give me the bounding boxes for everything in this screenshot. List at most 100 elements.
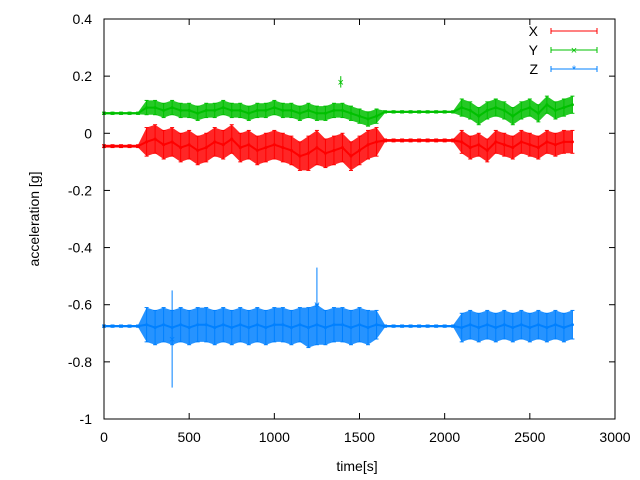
data-point <box>375 140 379 144</box>
data-point <box>562 106 566 110</box>
data-point <box>451 138 455 142</box>
data-point <box>426 110 430 114</box>
data-point <box>358 114 361 118</box>
data-point <box>460 106 464 110</box>
data-point <box>460 326 464 330</box>
data-point <box>153 106 157 110</box>
data-point <box>511 114 515 118</box>
data-point <box>247 143 251 147</box>
x-tick-label: 1500 <box>344 429 375 445</box>
data-point <box>323 326 327 330</box>
data-point <box>187 108 191 112</box>
data-point <box>545 140 549 144</box>
data-point <box>358 323 361 327</box>
y-tick-label: -1 <box>80 411 93 427</box>
data-point <box>417 138 421 142</box>
x-tick-label: 1000 <box>259 429 290 445</box>
data-point <box>400 110 404 114</box>
data-point <box>485 323 489 327</box>
data-point <box>179 108 183 112</box>
data-point <box>128 111 132 115</box>
data-point <box>213 326 217 330</box>
data-point <box>519 108 523 112</box>
data-point <box>323 151 327 155</box>
data-point <box>383 324 387 328</box>
x-tick-label: 500 <box>177 429 201 445</box>
data-point <box>306 326 310 330</box>
data-point <box>136 111 140 115</box>
axis-ticks: 0 500 1000 1500 2000 2500 3000 -1 -0.8 -0.6 -0.4 -0… <box>68 11 631 445</box>
legend-label-z: Z <box>529 61 538 77</box>
data-point <box>349 111 353 115</box>
data-point <box>272 143 276 147</box>
data-point <box>332 148 336 152</box>
data-point <box>340 146 344 150</box>
data-point <box>162 143 166 147</box>
data-point <box>238 323 242 327</box>
data-point <box>170 106 174 110</box>
data-point <box>468 108 472 112</box>
data-point <box>570 140 574 144</box>
data-point <box>145 323 149 327</box>
x-axis-label: time[s] <box>336 458 377 474</box>
data-point <box>502 323 506 327</box>
y-tick-label: 0.4 <box>73 11 93 27</box>
data-point <box>434 324 438 328</box>
data-point <box>323 111 327 115</box>
data-point <box>255 148 259 152</box>
data-point <box>511 146 515 150</box>
data-point <box>477 143 481 147</box>
y-tick-label: 0.2 <box>73 68 93 84</box>
data-point <box>298 323 302 327</box>
data-point <box>570 323 574 327</box>
series-x <box>102 124 575 171</box>
data-point <box>511 326 515 330</box>
data-point <box>417 110 421 114</box>
data-point <box>281 146 285 150</box>
data-point <box>443 138 447 142</box>
data-point <box>536 323 540 327</box>
data-point <box>553 108 557 112</box>
outlier-point: × <box>314 300 320 312</box>
data-point <box>315 111 319 115</box>
data-point <box>221 143 225 147</box>
data-point <box>119 324 123 328</box>
data-point <box>528 106 532 110</box>
data-point <box>562 326 566 330</box>
series-y: × <box>102 76 575 127</box>
data-point <box>434 110 438 114</box>
data-point <box>519 323 523 327</box>
data-point <box>289 108 293 112</box>
data-point <box>230 108 234 112</box>
data-point <box>153 326 157 330</box>
data-point <box>417 324 421 328</box>
data-point <box>400 324 404 328</box>
data-point <box>213 140 217 144</box>
data-point <box>187 326 191 330</box>
data-point <box>264 326 268 330</box>
y-axis-label: acceleration [g] <box>26 172 42 267</box>
data-point <box>349 154 353 158</box>
y-tick-label: -0.8 <box>68 354 92 370</box>
data-point <box>485 108 489 112</box>
data-point <box>477 326 481 330</box>
data-point <box>485 148 489 152</box>
data-point <box>477 114 481 118</box>
data-point <box>468 323 472 327</box>
data-point <box>553 323 557 327</box>
data-point <box>204 323 208 327</box>
data-point <box>494 140 498 144</box>
data-point <box>196 148 200 152</box>
plot-marks: ××× <box>102 76 575 388</box>
data-point <box>281 108 285 112</box>
data-point <box>289 326 293 330</box>
data-point <box>170 140 174 144</box>
data-point <box>426 138 430 142</box>
x-tick-label: 2500 <box>514 429 545 445</box>
data-point <box>128 324 132 328</box>
data-point <box>562 140 566 144</box>
data-point <box>519 140 523 144</box>
data-point <box>502 108 506 112</box>
